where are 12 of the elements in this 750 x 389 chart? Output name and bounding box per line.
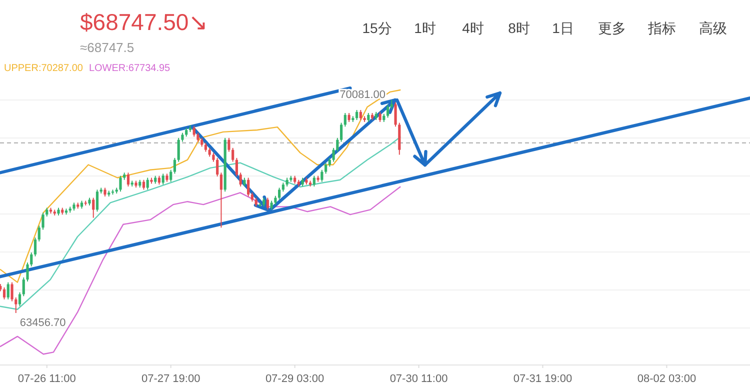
annotation: 15分 bbox=[362, 20, 392, 36]
annotation: 4时 bbox=[462, 20, 484, 36]
annotation: 63456.70 bbox=[20, 317, 66, 329]
subtitle: ≈68747.5 bbox=[80, 40, 134, 55]
annotation: 指标 bbox=[648, 20, 676, 36]
annotation: 8时 bbox=[508, 20, 530, 36]
annotation: 高级 bbox=[699, 20, 727, 36]
annotation: 1时 bbox=[414, 20, 436, 36]
annotation: 1日 bbox=[552, 20, 574, 36]
annotation: 更多 bbox=[598, 20, 626, 36]
annotation: 70081.00 bbox=[340, 89, 386, 101]
title: $68747.50↘ bbox=[80, 9, 208, 35]
